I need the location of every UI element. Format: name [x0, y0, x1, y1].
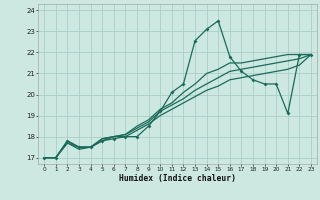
- X-axis label: Humidex (Indice chaleur): Humidex (Indice chaleur): [119, 174, 236, 183]
